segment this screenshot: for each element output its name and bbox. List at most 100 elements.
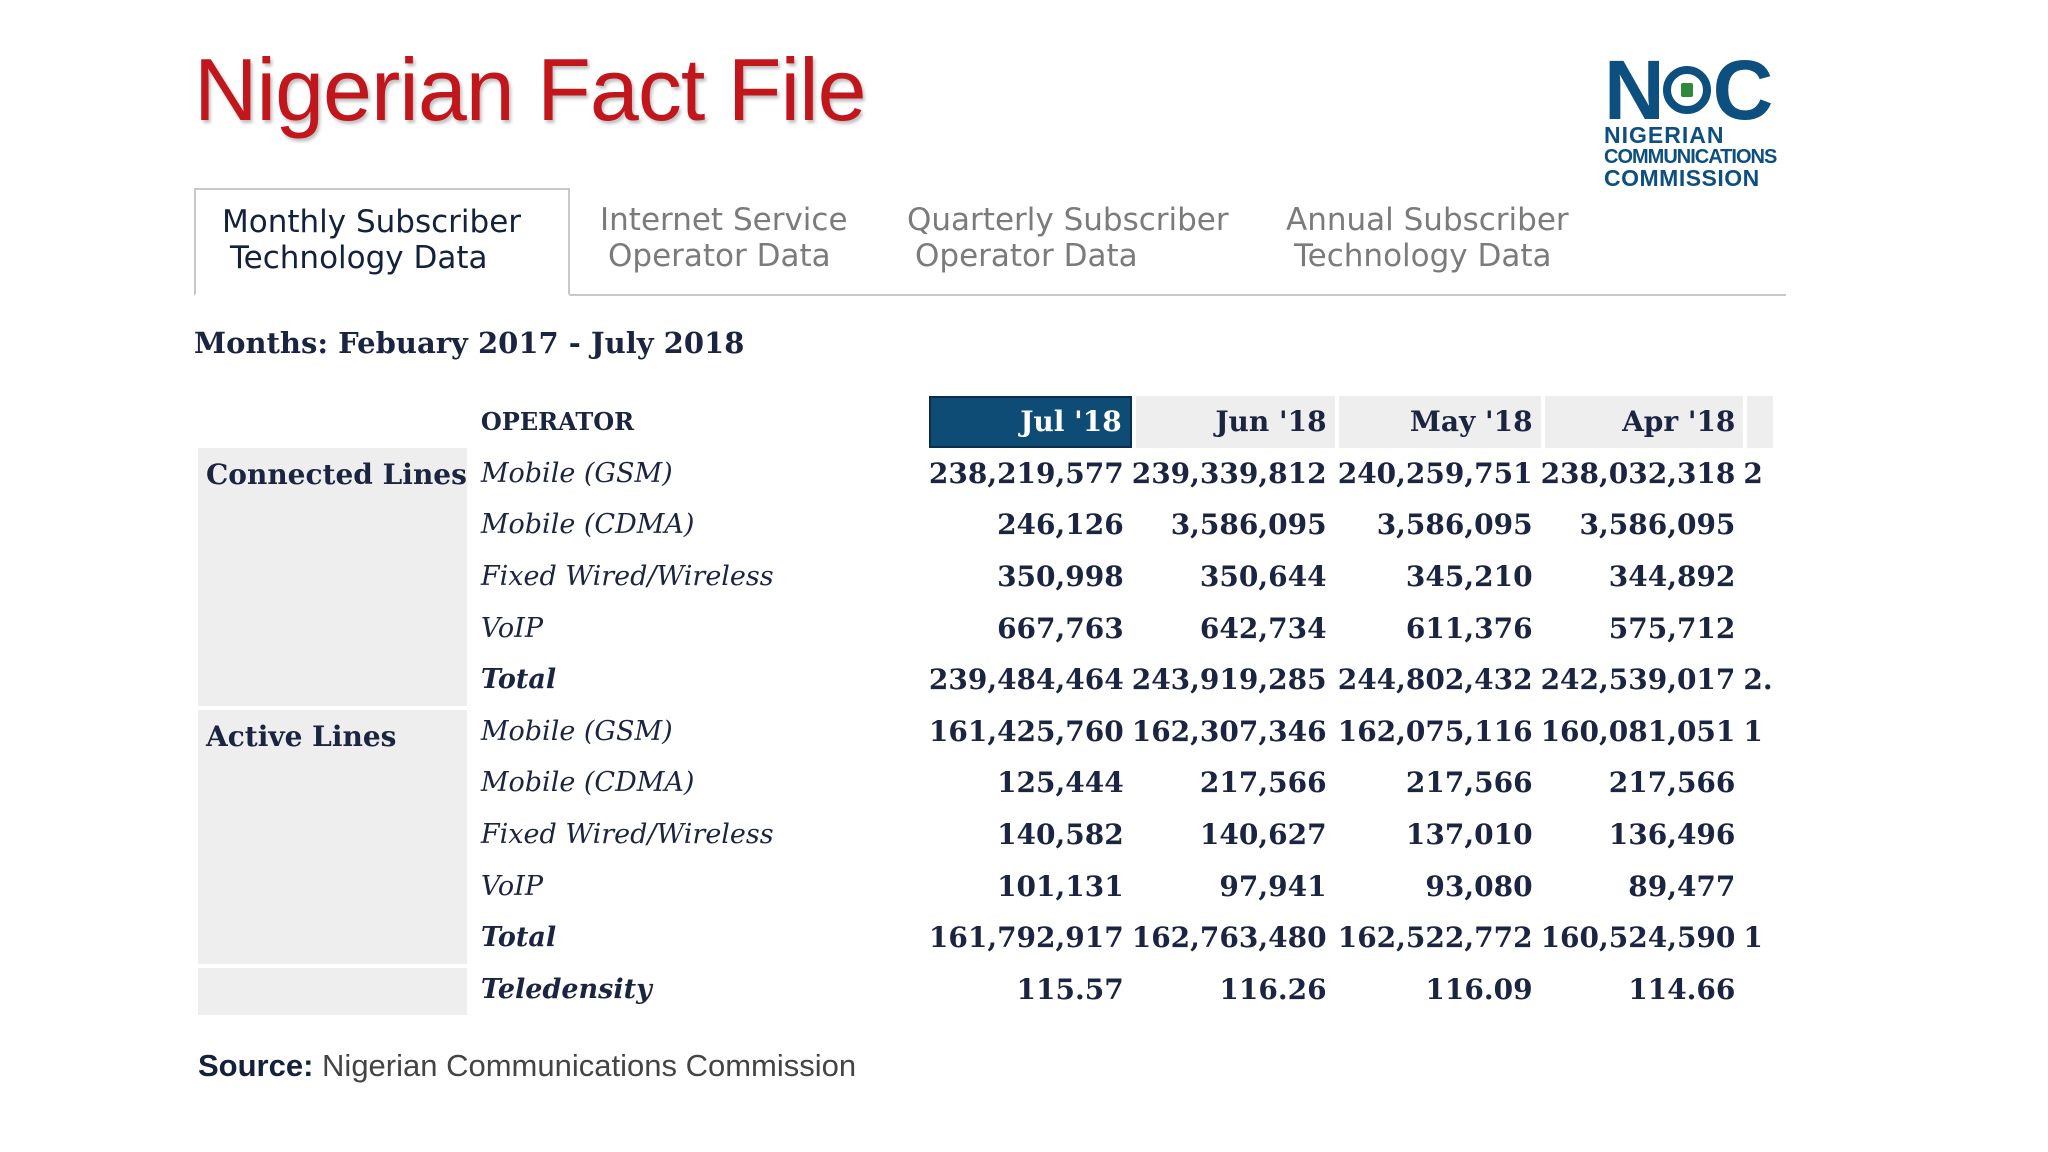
value-cell: 3,586,095 [1579, 508, 1736, 542]
value-cell: 3,586,095 [1170, 508, 1327, 542]
value-cell: 89,477 [1628, 869, 1736, 903]
value-cell: 162,075,116 [1337, 714, 1533, 748]
value-cell: 116.26 [1219, 972, 1327, 1006]
tab-label-line-2: Technology Data [230, 240, 488, 276]
tab-bar: Monthly Subscriber Technology Data Inter… [194, 188, 1786, 296]
clipped-value-cell [1743, 860, 1772, 912]
operator-cell: VoIP [480, 612, 543, 644]
value-cell: 238,032,318 [1540, 456, 1736, 490]
table-row: Active Lines Mobile (GSM) 161,425,760 16… [198, 705, 1773, 964]
logo-line-2: COMMUNICATIONS [1604, 146, 1777, 168]
value-cell: 242,539,017 [1540, 663, 1736, 697]
ncc-logo: N C NIGERIAN COMMUNICATIONS COMMISSION [1604, 43, 1790, 190]
source-label: Source: [198, 1048, 314, 1083]
column-header-jul-18[interactable]: Jul '18 [928, 396, 1132, 448]
value-cell: 140,582 [997, 818, 1124, 852]
value-cell: 116.09 [1425, 972, 1533, 1006]
months-range-label: Months: Febuary 2017 - July 2018 [194, 326, 745, 360]
value-cell: 217,566 [1608, 766, 1736, 800]
table-row: VoIP 667,763 642,734 611,376 575,712 [198, 602, 1773, 654]
clipped-value-cell: 2 [1743, 456, 1763, 490]
value-cell: 136,496 [1608, 818, 1736, 852]
operator-cell: Mobile (GSM) [480, 715, 673, 747]
value-cell: 125,444 [997, 766, 1124, 800]
column-header-may-18[interactable]: May '18 [1334, 396, 1541, 448]
table-row: Mobile (CDMA) 125,444 217,566 217,566 21… [198, 757, 1773, 809]
value-cell: 239,339,812 [1131, 456, 1327, 490]
clipped-value-cell: 2. [1743, 663, 1773, 697]
value-cell: 240,259,751 [1337, 456, 1533, 490]
value-cell: 238,219,577 [928, 456, 1124, 490]
value-cell: 101,131 [997, 869, 1124, 903]
tab-label-line-1: Internet Service [600, 202, 848, 238]
table-row: Total 161,792,917 162,763,480 162,522,77… [198, 912, 1773, 964]
operator-cell: Mobile (GSM) [480, 457, 673, 489]
value-cell: 162,307,346 [1131, 714, 1327, 748]
value-cell: 350,644 [1199, 560, 1327, 594]
value-cell: 217,566 [1199, 766, 1327, 800]
value-cell: 137,010 [1405, 818, 1533, 852]
logo-letter-n: N [1604, 43, 1665, 137]
logo-letter-c: C [1712, 43, 1774, 137]
value-cell: 160,524,590 [1540, 921, 1736, 955]
group-header-cell [198, 396, 471, 448]
value-cell: 115.57 [1016, 972, 1124, 1006]
value-cell: 3,586,095 [1376, 508, 1533, 542]
subscriber-data-table: OPERATOR Jul '18 Jun '18 May '18 Apr '18… [198, 396, 1773, 1016]
column-header-apr-18[interactable]: Apr '18 [1540, 396, 1744, 448]
group-label-teledensity [198, 963, 471, 1016]
tab-label-line-1: Annual Subscriber [1286, 202, 1569, 238]
value-cell: 350,998 [997, 560, 1124, 594]
operator-cell-teledensity: Teledensity [480, 973, 652, 1005]
value-cell: 140,627 [1199, 818, 1327, 852]
source-note: Source: Nigerian Communications Commissi… [198, 1048, 856, 1084]
column-header-clipped [1743, 396, 1773, 448]
tab-label-line-2: Operator Data [608, 238, 831, 274]
value-cell: 611,376 [1405, 611, 1533, 645]
operator-cell: Fixed Wired/Wireless [480, 819, 774, 851]
value-cell: 160,081,051 [1540, 714, 1736, 748]
table-row: Mobile (CDMA) 246,126 3,586,095 3,586,09… [198, 499, 1773, 551]
group-label-connected-lines: Connected Lines [198, 447, 471, 706]
clipped-value-cell [1743, 964, 1772, 1016]
clipped-value-cell [1743, 602, 1772, 654]
value-cell: 161,792,917 [928, 921, 1124, 955]
column-header-jun-18[interactable]: Jun '18 [1131, 396, 1335, 448]
value-cell: 244,802,432 [1337, 663, 1533, 697]
operator-cell-total: Total [480, 922, 557, 954]
operator-cell: Mobile (CDMA) [480, 767, 695, 799]
operator-cell: Fixed Wired/Wireless [480, 561, 774, 593]
tab-label-line-2: Operator Data [915, 238, 1138, 274]
value-cell: 93,080 [1425, 869, 1533, 903]
value-cell: 246,126 [997, 508, 1124, 542]
tab-monthly-subscriber-technology[interactable]: Monthly Subscriber Technology Data [194, 188, 570, 296]
logo-line-1: NIGERIAN [1604, 122, 1725, 148]
operator-cell-total: Total [480, 664, 557, 696]
table-row-teledensity: Teledensity 115.57 116.26 116.09 114.66 [198, 963, 1773, 1016]
value-cell: 161,425,760 [928, 714, 1124, 748]
tab-label-line-1: Monthly Subscriber [222, 204, 522, 240]
value-cell: 345,210 [1405, 560, 1533, 594]
value-cell: 575,712 [1608, 611, 1736, 645]
table-row: Fixed Wired/Wireless 350,998 350,644 345… [198, 551, 1773, 603]
table-header-row: OPERATOR Jul '18 Jun '18 May '18 Apr '18 [198, 396, 1773, 448]
clipped-value-cell [1743, 499, 1772, 551]
tab-label-line-1: Quarterly Subscriber [907, 202, 1229, 238]
coat-of-arms-icon [1662, 66, 1711, 114]
tab-annual-subscriber-technology[interactable]: Annual Subscriber Technology Data [1286, 188, 1586, 294]
clipped-value-cell: 1 [1743, 714, 1763, 748]
table-row: Fixed Wired/Wireless 140,582 140,627 137… [198, 809, 1773, 861]
operator-cell: Mobile (CDMA) [480, 509, 695, 541]
ncc-logo-mark: N C [1604, 43, 1790, 137]
value-cell: 239,484,464 [928, 663, 1124, 697]
group-label-active-lines: Active Lines [198, 705, 471, 964]
value-cell: 642,734 [1199, 611, 1327, 645]
page-title: Nigerian Fact File [194, 40, 867, 139]
tab-quarterly-subscriber-operator[interactable]: Quarterly Subscriber Operator Data [907, 188, 1247, 294]
clipped-value-cell [1743, 551, 1772, 603]
source-text: Nigerian Communications Commission [322, 1048, 857, 1083]
value-cell: 217,566 [1405, 766, 1533, 800]
table-row: VoIP 101,131 97,941 93,080 89,477 [198, 860, 1773, 912]
value-cell: 667,763 [997, 611, 1124, 645]
tab-internet-service-operator[interactable]: Internet Service Operator Data [600, 188, 870, 294]
